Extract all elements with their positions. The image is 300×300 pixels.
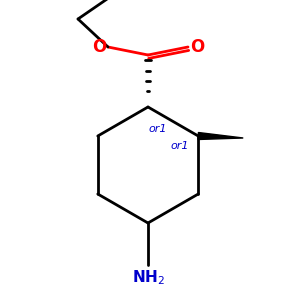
- Text: or1: or1: [149, 124, 167, 134]
- Text: or1: or1: [171, 141, 190, 151]
- Text: NH$_2$: NH$_2$: [131, 269, 164, 287]
- Polygon shape: [198, 133, 243, 140]
- Text: O: O: [190, 38, 204, 56]
- Text: O: O: [92, 38, 106, 56]
